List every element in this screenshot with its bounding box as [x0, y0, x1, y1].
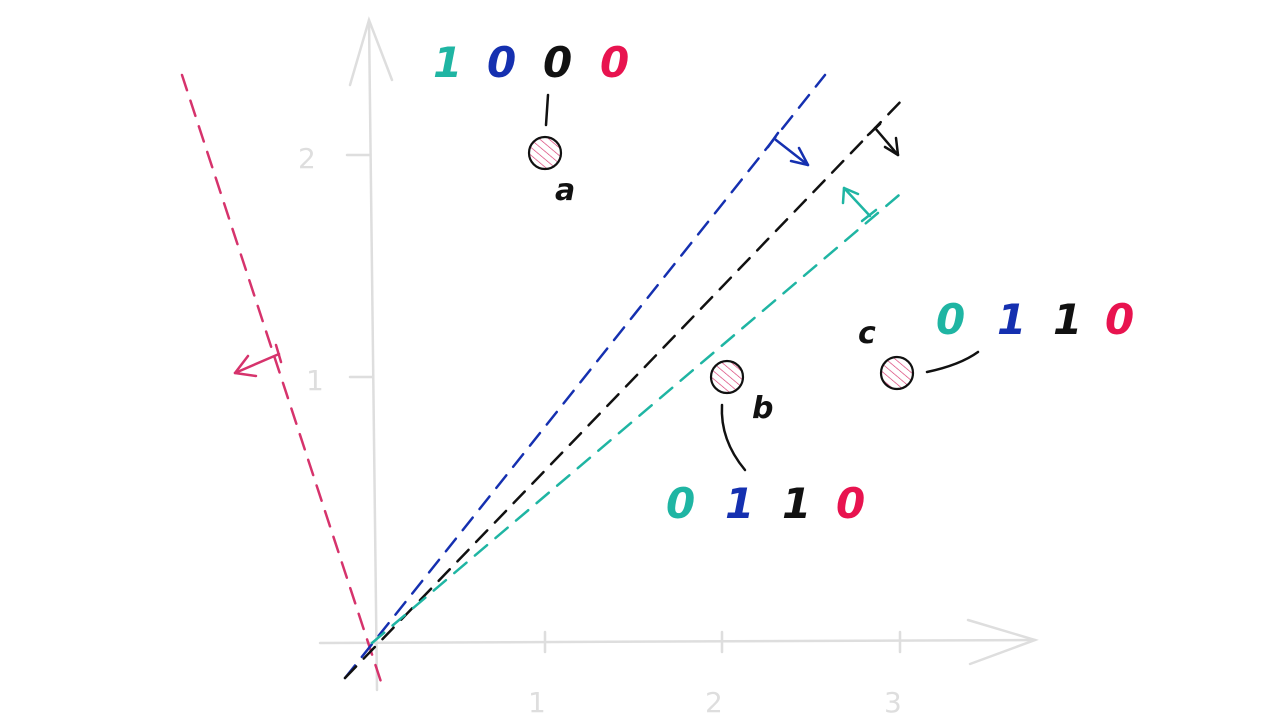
bit: 0: [836, 479, 865, 528]
bit: 0: [666, 479, 695, 528]
x-tick-label-3: 3: [884, 686, 902, 719]
x-tick-label-1: 1: [528, 686, 546, 719]
y-tick-label-1: 1: [306, 364, 324, 397]
x-axis-arrowhead: [966, 618, 1039, 666]
connector-b: [720, 403, 747, 472]
blue-normal-arrow-icon: [766, 131, 810, 167]
x-tick-label-2: 2: [705, 686, 723, 719]
bit: 1: [997, 295, 1026, 344]
point-label-c: c: [858, 316, 876, 351]
connector-c: [925, 350, 980, 374]
y-axis-arrowhead: [348, 16, 394, 87]
bits-c: 0 1 1 0: [936, 295, 1134, 344]
bit: 1: [433, 38, 462, 87]
y-tick-label-2: 2: [298, 142, 316, 175]
x-axis: [318, 638, 1037, 645]
point-label-b: b: [752, 391, 773, 426]
y-axis: [367, 18, 379, 692]
bit: 0: [600, 38, 629, 87]
bit: 1: [1053, 295, 1082, 344]
bit: 0: [487, 38, 516, 87]
red-normal-arrow-icon: [233, 343, 283, 378]
bit: 0: [1105, 295, 1134, 344]
point-c: [879, 355, 915, 391]
point-a: [527, 135, 563, 171]
black-hyperplane: [343, 95, 907, 680]
point-label-a: a: [555, 173, 575, 208]
bit: 1: [782, 479, 811, 528]
red-hyperplane: [180, 73, 385, 690]
blue-hyperplane: [343, 73, 827, 680]
black-normal-arrow-icon: [866, 122, 900, 157]
bit: 1: [725, 479, 754, 528]
point-b: [709, 359, 745, 395]
connector-a: [544, 93, 550, 127]
axes: [318, 16, 1039, 692]
bit: 0: [543, 38, 572, 87]
bits-a: 1 0 0 0: [433, 38, 629, 87]
teal-hyperplane: [370, 188, 907, 645]
teal-normal-arrow-icon: [841, 186, 878, 223]
bit: 0: [936, 295, 965, 344]
bits-b: 0 1 1 0: [666, 479, 865, 528]
